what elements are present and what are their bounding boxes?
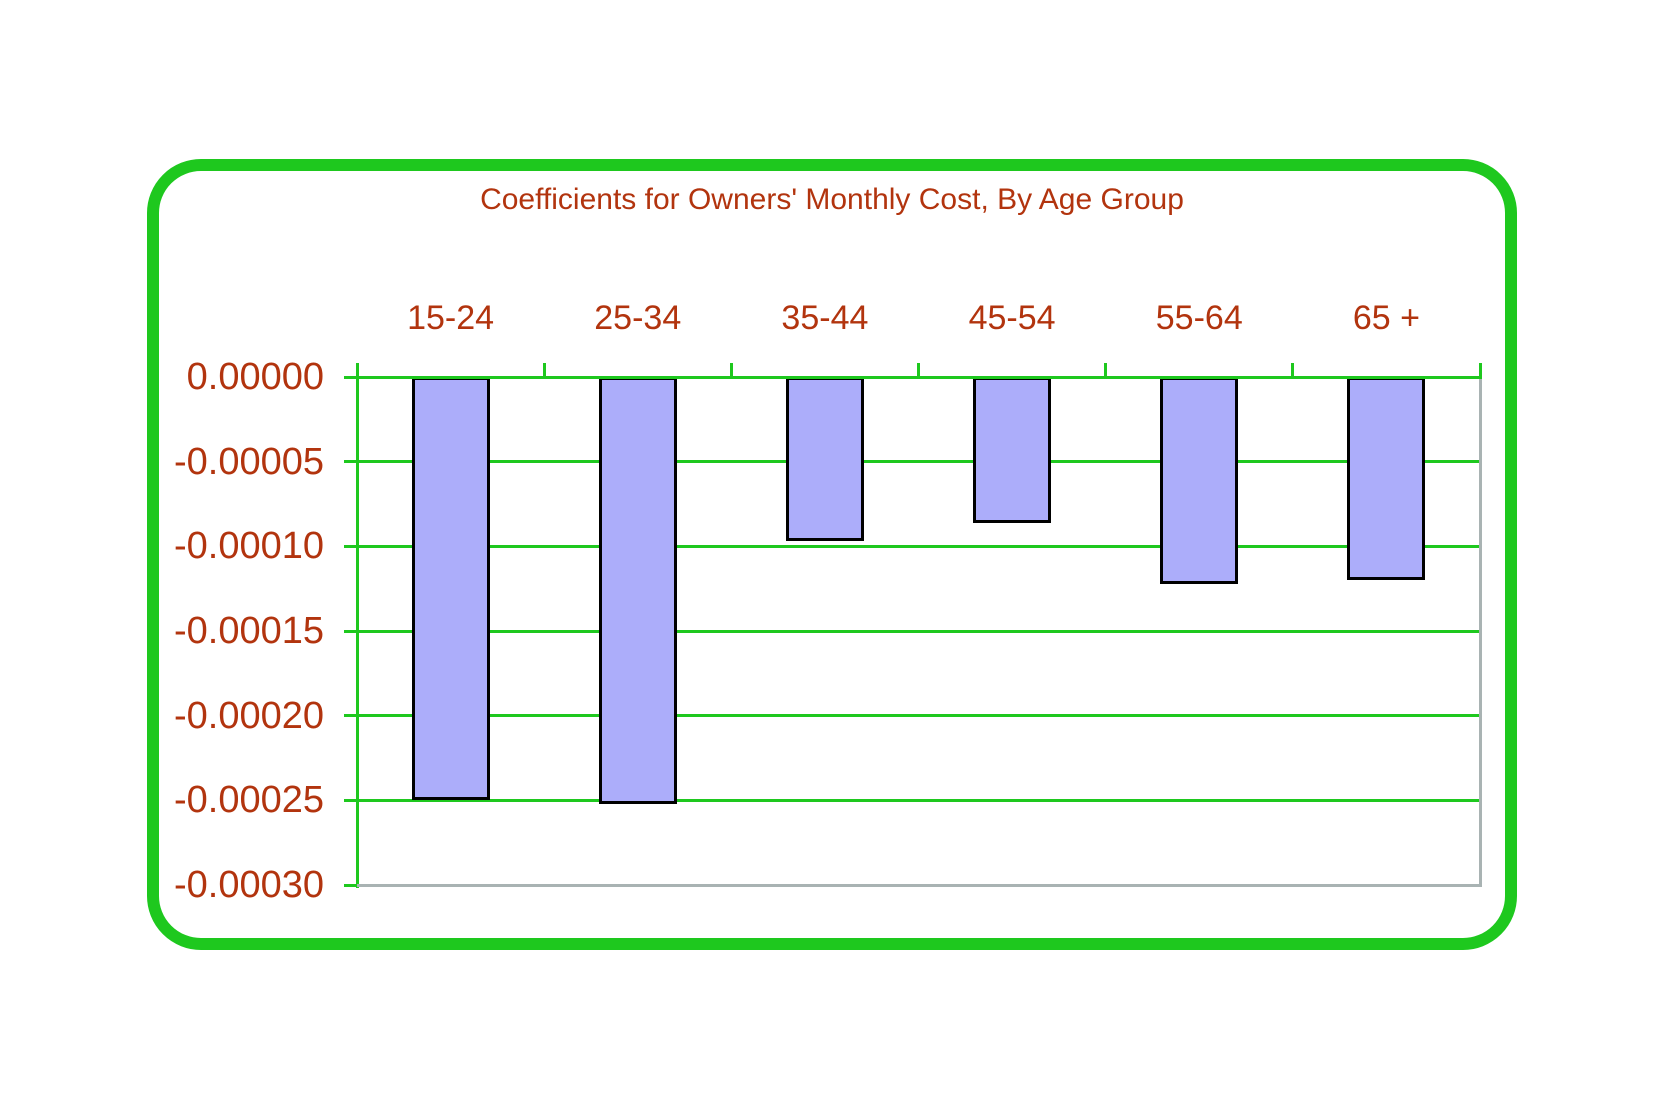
y-axis-label: -0.00030 bbox=[173, 864, 324, 906]
y-axis-label: -0.00005 bbox=[173, 440, 324, 483]
y-gridline bbox=[357, 714, 1480, 718]
x-axis-tick bbox=[355, 363, 359, 377]
y-axis-tick bbox=[344, 629, 357, 633]
y-axis-label: -0.00015 bbox=[173, 610, 324, 652]
y-axis-label: -0.00025 bbox=[173, 779, 324, 822]
plot-bottom-border bbox=[357, 883, 1482, 887]
y-gridline bbox=[357, 460, 1480, 464]
x-axis-label: 15-24 bbox=[407, 299, 495, 337]
x-axis-tick bbox=[1478, 363, 1482, 377]
x-axis-label: 55-64 bbox=[1155, 299, 1243, 337]
y-axis-tick bbox=[344, 883, 357, 887]
y-axis-tick bbox=[344, 375, 357, 379]
y-axis-tick bbox=[344, 714, 357, 718]
y-gridline bbox=[357, 629, 1480, 633]
chart-title: Coefficients for Owners' Monthly Cost, B… bbox=[480, 183, 1184, 216]
x-axis-label: 35-44 bbox=[781, 299, 869, 337]
y-axis-label: -0.00010 bbox=[173, 525, 324, 568]
x-axis-tick bbox=[1104, 363, 1108, 377]
chart-card bbox=[147, 159, 1517, 950]
plot-right-border bbox=[1478, 377, 1482, 886]
bar bbox=[973, 377, 1052, 523]
y-axis-tick bbox=[344, 460, 357, 464]
bar bbox=[785, 377, 864, 542]
x-axis-tick bbox=[729, 363, 733, 377]
x-axis-label: 25-34 bbox=[594, 299, 682, 337]
bar bbox=[598, 377, 677, 804]
y-gridline bbox=[357, 798, 1480, 802]
x-axis-tick bbox=[1291, 363, 1295, 377]
x-axis-tick bbox=[542, 363, 546, 377]
y-axis-line bbox=[355, 363, 359, 888]
y-axis-label: 0.00000 bbox=[186, 356, 324, 398]
x-axis-label: 45-54 bbox=[968, 299, 1056, 337]
zero-line bbox=[357, 375, 1482, 379]
bar bbox=[1347, 377, 1426, 581]
x-axis-tick bbox=[917, 363, 920, 377]
y-axis-tick bbox=[344, 544, 357, 548]
x-axis-label: 65 + bbox=[1352, 299, 1420, 337]
bar bbox=[411, 377, 490, 801]
y-axis-label: -0.00020 bbox=[173, 694, 324, 737]
y-gridline bbox=[357, 544, 1480, 548]
y-axis-tick bbox=[344, 798, 357, 802]
bar bbox=[1160, 377, 1239, 584]
